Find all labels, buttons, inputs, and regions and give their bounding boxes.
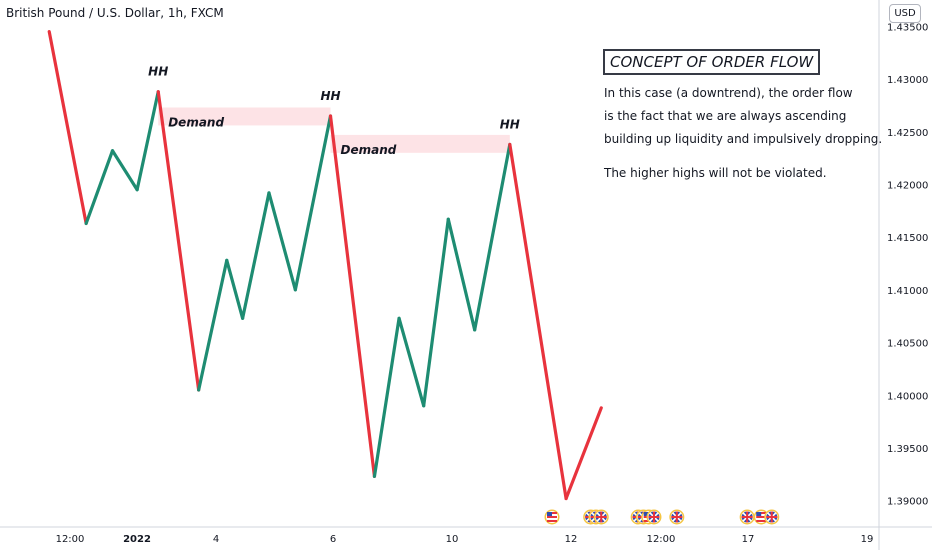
x-tick-label-4: 6 <box>330 534 336 545</box>
y-tick-label-4: 1.42000 <box>887 180 928 191</box>
note-line-2: is the fact that we are always ascending <box>604 109 847 123</box>
uk-flag-icon-10[interactable] <box>739 509 755 525</box>
price-segment-18[interactable] <box>564 406 603 501</box>
price-segment-10[interactable] <box>293 114 333 292</box>
y-tick-label-6: 1.41000 <box>887 286 928 297</box>
y-tick-label-1: 1.43500 <box>887 22 928 33</box>
x-tick-label-8: 17 <box>742 534 755 545</box>
us-flag-icon-1[interactable] <box>544 509 560 525</box>
note-line-4: The higher highs will not be violated. <box>604 166 827 180</box>
uk-flag-icon-9[interactable] <box>669 509 685 525</box>
demand-zone-label-1: Demand <box>168 115 224 129</box>
demand-zone-label-2: Demand <box>341 143 397 157</box>
price-segment-13[interactable] <box>397 316 426 408</box>
x-tick-label-3: 4 <box>213 534 219 545</box>
y-tick-label-7: 1.40500 <box>887 339 928 350</box>
demand-zone-1[interactable] <box>158 107 331 126</box>
uk-flag-icon-4[interactable] <box>593 509 609 525</box>
x-tick-label-2: 2022 <box>123 534 151 545</box>
x-tick-label-1: 12:00 <box>56 534 85 545</box>
uk-flag-icon-12[interactable] <box>764 509 780 525</box>
y-tick-label-5: 1.41500 <box>887 233 928 244</box>
y-tick-label-8: 1.40000 <box>887 391 928 402</box>
price-segment-15[interactable] <box>446 217 477 332</box>
note-line-3: building up liquidity and impulsively dr… <box>604 132 883 146</box>
price-segment-7[interactable] <box>225 258 245 320</box>
x-tick-label-5: 10 <box>446 534 459 545</box>
y-tick-label-3: 1.42500 <box>887 128 928 139</box>
price-segment-17[interactable] <box>508 142 568 501</box>
price-segment-3[interactable] <box>110 149 139 192</box>
x-tick-label-7: 12:00 <box>647 534 676 545</box>
y-tick-label-2: 1.43000 <box>887 75 928 86</box>
note-line-1: In this case (a downtrend), the order fl… <box>604 86 853 100</box>
price-segment-9[interactable] <box>267 191 297 292</box>
price-segment-12[interactable] <box>372 316 401 479</box>
price-segment-4[interactable] <box>135 90 160 192</box>
price-segment-5[interactable] <box>156 90 201 392</box>
demand-zone-2[interactable] <box>330 134 510 153</box>
x-tick-label-6: 12 <box>565 534 578 545</box>
price-segment-11[interactable] <box>328 114 377 479</box>
price-segment-6[interactable] <box>197 258 229 392</box>
y-tick-label-9: 1.39500 <box>887 444 928 455</box>
hh-label-2: HH <box>320 89 340 103</box>
hh-label-3: HH <box>500 117 520 131</box>
price-segment-1[interactable] <box>47 30 88 226</box>
price-segment-14[interactable] <box>422 217 450 408</box>
y-tick-label-10: 1.39000 <box>887 497 928 508</box>
concept-title: CONCEPT OF ORDER FLOW <box>603 49 821 75</box>
currency-badge[interactable]: USD <box>889 4 921 23</box>
hh-label-1: HH <box>148 65 168 79</box>
symbol-title[interactable]: British Pound / U.S. Dollar, 1h, FXCM <box>6 6 224 20</box>
uk-flag-icon-8[interactable] <box>646 509 662 525</box>
price-segment-16[interactable] <box>473 142 512 332</box>
price-segment-2[interactable] <box>84 149 115 226</box>
price-segment-8[interactable] <box>241 191 271 320</box>
us-flag-icon-11[interactable] <box>753 509 769 525</box>
x-tick-label-9: 19 <box>861 534 874 545</box>
